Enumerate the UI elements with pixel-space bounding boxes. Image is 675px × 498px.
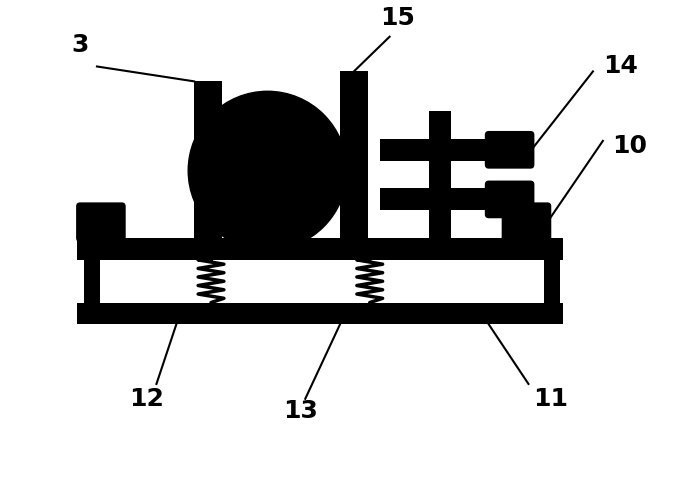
FancyBboxPatch shape <box>485 131 535 169</box>
Bar <box>379 189 499 210</box>
Bar <box>84 260 100 303</box>
Text: 12: 12 <box>129 387 164 411</box>
Bar <box>77 303 563 324</box>
FancyBboxPatch shape <box>485 181 535 218</box>
Text: 15: 15 <box>380 6 415 30</box>
Bar <box>544 260 560 303</box>
Text: 11: 11 <box>533 387 568 411</box>
Text: 14: 14 <box>603 54 638 79</box>
FancyBboxPatch shape <box>76 202 126 242</box>
Bar <box>77 238 563 260</box>
Bar <box>429 111 451 260</box>
Bar <box>194 81 222 260</box>
Bar <box>340 71 368 260</box>
Text: 13: 13 <box>283 399 318 423</box>
Text: 3: 3 <box>72 32 88 57</box>
Bar <box>379 139 499 161</box>
Text: 10: 10 <box>612 134 647 158</box>
Circle shape <box>188 91 347 250</box>
FancyBboxPatch shape <box>502 202 551 242</box>
